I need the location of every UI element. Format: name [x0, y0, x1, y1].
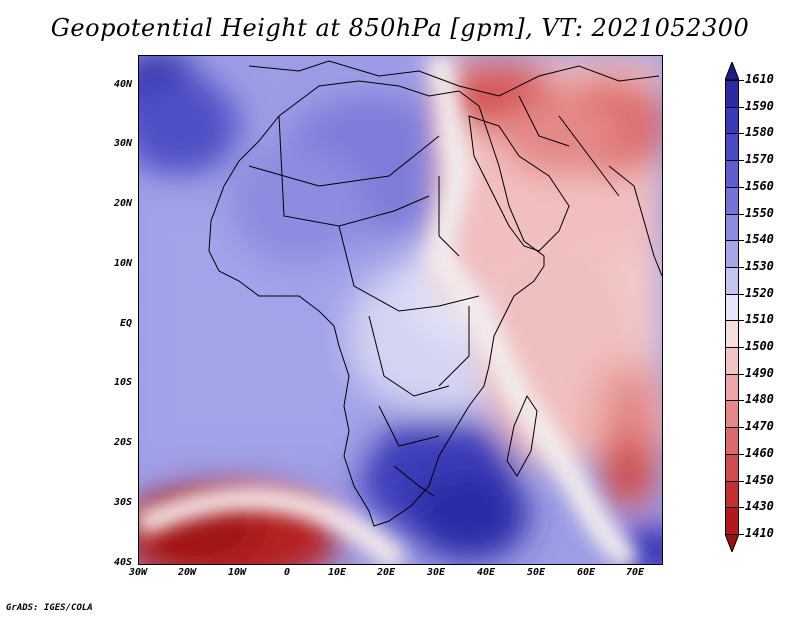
colorbar-label: 1430 [745, 499, 774, 514]
lon-label: 0 [283, 567, 291, 578]
colorbar-segment [725, 293, 739, 321]
colorbar-label: 1470 [745, 419, 774, 434]
colorbar-segment [725, 213, 739, 241]
colorbar-arrow-top [725, 62, 739, 80]
colorbar-segment [725, 240, 739, 268]
colorbar-tick [725, 320, 744, 322]
colorbar-segment [725, 453, 739, 482]
lat-label: EQ [119, 318, 132, 329]
colorbar-segment [725, 266, 739, 295]
colorbar-tick [725, 133, 744, 135]
colorbar-segment [725, 427, 739, 455]
colorbar-tick [725, 400, 744, 402]
field-ridge [139, 56, 640, 564]
colorbar-tick [725, 453, 744, 455]
lat-label: 20S [113, 437, 132, 448]
colorbar-tick [725, 373, 744, 375]
colorbar-label: 1530 [745, 258, 774, 273]
colorbar-label: 1500 [745, 339, 774, 354]
colorbar-label: 1410 [745, 526, 774, 540]
colorbar-tick [725, 80, 744, 81]
colorbar-label: 1550 [745, 205, 774, 220]
colorbar-tick [725, 507, 744, 509]
colorbar-segment [725, 507, 739, 535]
colorbar-label: 1510 [745, 312, 774, 327]
colorbar: 1610 1590 1580 1570 1560 1550 1540 1530 1520 1510… [721, 62, 800, 562]
colorbar-segment [725, 106, 739, 134]
colorbar-segment [725, 400, 739, 428]
coastlines [208, 60, 662, 527]
colorbar-segment [725, 80, 739, 108]
lon-label: 30W [128, 567, 148, 578]
colorbar-tick [725, 480, 744, 482]
lat-label: 30S [113, 497, 132, 508]
lat-label: 10N [113, 258, 132, 269]
lon-label: 50E [526, 567, 546, 578]
colorbar-label: 1480 [745, 392, 774, 407]
colorbar-tick [725, 213, 744, 215]
colorbar-segment [725, 320, 739, 348]
lon-label: 40E [476, 567, 496, 578]
colorbar-label: 1540 [745, 232, 774, 247]
colorbar-label: 1610 [745, 72, 774, 86]
colorbar-segment [725, 480, 739, 508]
lat-label: 30N [113, 138, 132, 149]
colorbar-label: 1570 [745, 152, 774, 167]
colorbar-tick [725, 240, 744, 242]
lon-label: 10W [227, 567, 247, 578]
lat-label: 20N [113, 198, 132, 209]
lon-label: 10E [327, 567, 347, 578]
colorbar-label: 1580 [745, 125, 774, 140]
lon-label: 60E [576, 567, 596, 578]
chart-title: Geopotential Height at 850hPa [gpm], VT:… [50, 14, 750, 42]
lon-label: 30E [426, 567, 446, 578]
colorbar-tick [725, 266, 744, 268]
colorbar-tick [725, 106, 744, 108]
colorbar-tick [725, 160, 744, 162]
colorbar-label: 1490 [745, 365, 774, 380]
colorbar-segment [725, 160, 739, 188]
lat-label: 40N [113, 79, 132, 90]
geopotential-height-field [139, 56, 662, 564]
colorbar-label: 1450 [745, 472, 774, 487]
colorbar-segment [725, 133, 739, 161]
colorbar-tick [725, 427, 744, 429]
colorbar-tick [725, 347, 744, 349]
colorbar-segment [725, 186, 739, 215]
colorbar-label: 1460 [745, 445, 774, 460]
colorbar-label: 1560 [745, 178, 774, 193]
lon-label: 70E [625, 567, 645, 578]
colorbar-label: 1590 [745, 98, 774, 113]
colorbar-tick [725, 293, 744, 295]
lat-label: 10S [113, 377, 132, 388]
colorbar-arrow-bottom [725, 534, 739, 552]
colorbar-tick [725, 534, 744, 535]
colorbar-segment [725, 373, 739, 401]
lon-label: 20E [376, 567, 396, 578]
lon-label: 20W [177, 567, 197, 578]
colorbar-tick [725, 186, 744, 188]
colorbar-label: 1520 [745, 285, 774, 300]
map-panel [138, 55, 663, 565]
lat-label: 40S [113, 557, 132, 568]
footer-credit: GrADS: IGES/COLA [6, 603, 93, 613]
colorbar-segment [725, 347, 739, 375]
